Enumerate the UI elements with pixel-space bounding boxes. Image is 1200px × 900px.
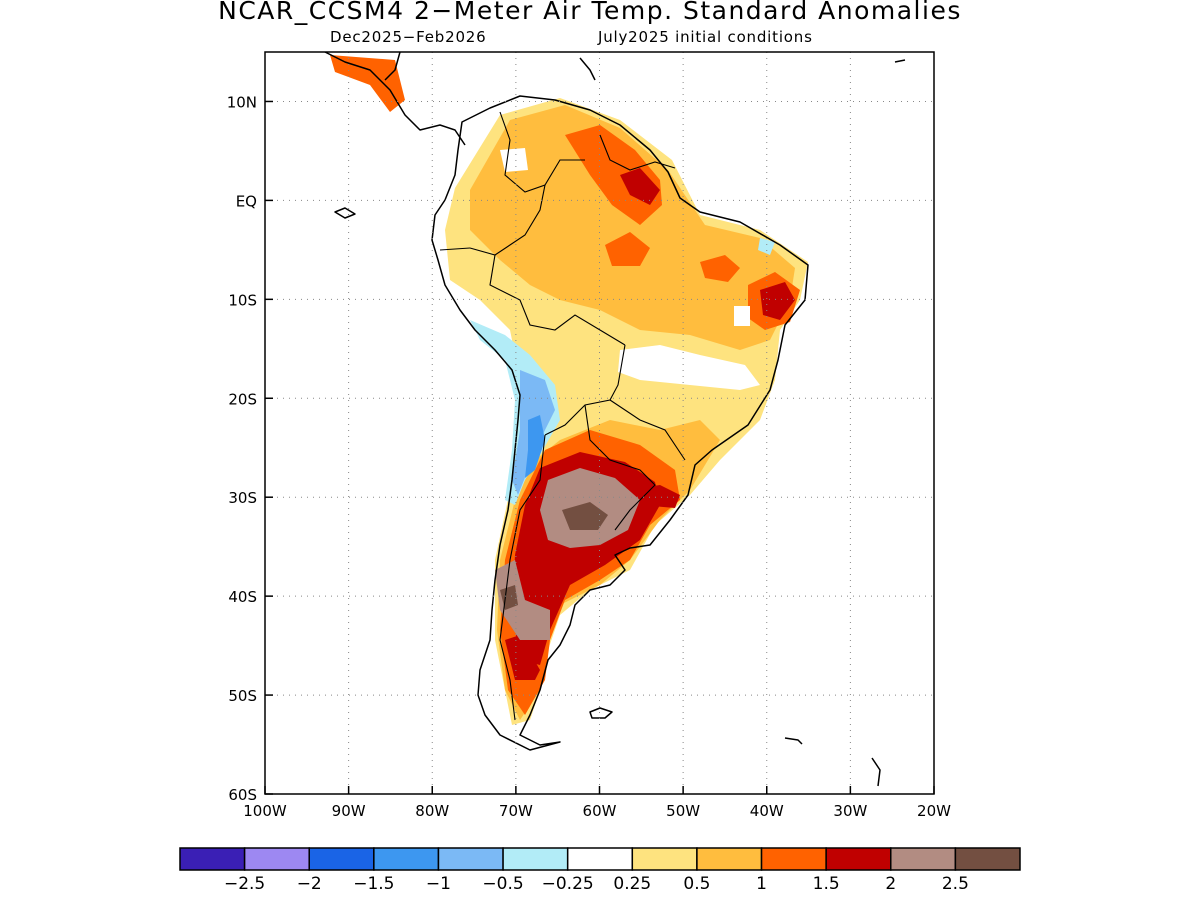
legend-label: −2 — [297, 874, 322, 894]
lon-tick-label: 90W — [332, 802, 366, 820]
legend-swatch — [437, 847, 504, 871]
lon-tick-label: 30W — [833, 802, 867, 820]
legend-label: 1.5 — [813, 874, 840, 894]
legend-label: 0.5 — [683, 874, 710, 894]
legend-swatch — [308, 847, 375, 871]
coastline-south-georgia — [784, 737, 803, 745]
anomaly-region — [605, 232, 650, 266]
coastline-caribbean-islands — [894, 59, 906, 63]
lon-tick-label: 20W — [917, 802, 951, 820]
lon-tick-label: 100W — [243, 802, 287, 820]
anomaly-region — [562, 502, 608, 530]
color-legend: −2.5 −2 −1.5 −1 −0.5 −0.25 0.25 0.5 1 1.5 2 2.5 — [179, 847, 1021, 894]
legend-swatch — [566, 847, 634, 871]
lat-tick-label: 30S — [228, 489, 257, 507]
lat-tick-label: 10N — [227, 93, 257, 111]
anomaly-region — [525, 415, 545, 478]
country-borders — [439, 111, 686, 721]
anomaly-region — [618, 345, 760, 390]
legend-swatch — [760, 847, 827, 871]
anomaly-fields — [330, 55, 808, 725]
legend-swatch — [696, 847, 763, 871]
legend-label: −1 — [426, 874, 451, 894]
lat-tick-label: 20S — [228, 390, 257, 408]
anomaly-region — [760, 282, 795, 320]
legend-label: 1 — [756, 874, 767, 894]
legend-label: −0.25 — [542, 874, 594, 894]
grid-lines — [265, 52, 934, 794]
anomaly-region — [758, 238, 775, 255]
lat-tick-label: 60S — [228, 786, 257, 804]
forecast-period: Dec2025−Feb2026 — [330, 28, 487, 46]
initial-conditions: July2025 initial conditions — [598, 28, 813, 46]
coastline-galapagos — [334, 207, 356, 219]
coastline-falklands — [589, 707, 613, 719]
legend-label: −0.5 — [482, 874, 523, 894]
legend-label: −2.5 — [224, 874, 265, 894]
legend-swatch — [373, 847, 440, 871]
coastline-antilles — [579, 57, 596, 81]
lon-tick-label: 50W — [666, 802, 700, 820]
anomaly-region — [734, 306, 750, 326]
legend-swatch — [954, 847, 1021, 871]
coastlines — [324, 52, 906, 787]
lat-tick-label: 40S — [228, 588, 257, 606]
legend-swatch — [179, 847, 246, 871]
map-title: NCAR_CCSM4 2−Meter Air Temp. Standard An… — [218, 0, 962, 25]
axis-ticks: 100W 90W 80W 70W 60W 50W 40W 30W 20W 10N EQ 10S 20S 3… — [227, 93, 951, 820]
legend-swatch — [631, 847, 698, 871]
legend-swatch — [243, 847, 310, 871]
anomaly-region — [500, 148, 528, 172]
coastline-south-america — [431, 95, 809, 751]
lat-tick-label: 50S — [228, 687, 257, 705]
anomaly-region — [700, 255, 740, 282]
coastline-islands — [871, 757, 881, 787]
anomaly-region — [330, 55, 405, 112]
anomaly-region — [495, 560, 550, 640]
coastline-central-america — [324, 52, 466, 146]
lat-tick-label: 10S — [228, 291, 257, 309]
legend-label: 2 — [885, 874, 896, 894]
anomaly-region — [470, 105, 795, 350]
legend-label: 0.25 — [613, 874, 651, 894]
lon-tick-label: 70W — [499, 802, 533, 820]
coastline-caribbean — [384, 52, 401, 81]
legend-label: −1.5 — [353, 874, 394, 894]
legend-swatch — [825, 847, 892, 871]
legend-swatch — [890, 847, 957, 871]
lon-tick-label: 60W — [583, 802, 617, 820]
anomaly-region — [620, 168, 660, 205]
anomaly-region — [505, 635, 540, 680]
lat-tick-label: EQ — [236, 192, 257, 210]
lon-tick-label: 40W — [750, 802, 784, 820]
legend-label: 2.5 — [942, 874, 969, 894]
lon-tick-label: 80W — [415, 802, 449, 820]
legend-swatch — [502, 847, 569, 871]
